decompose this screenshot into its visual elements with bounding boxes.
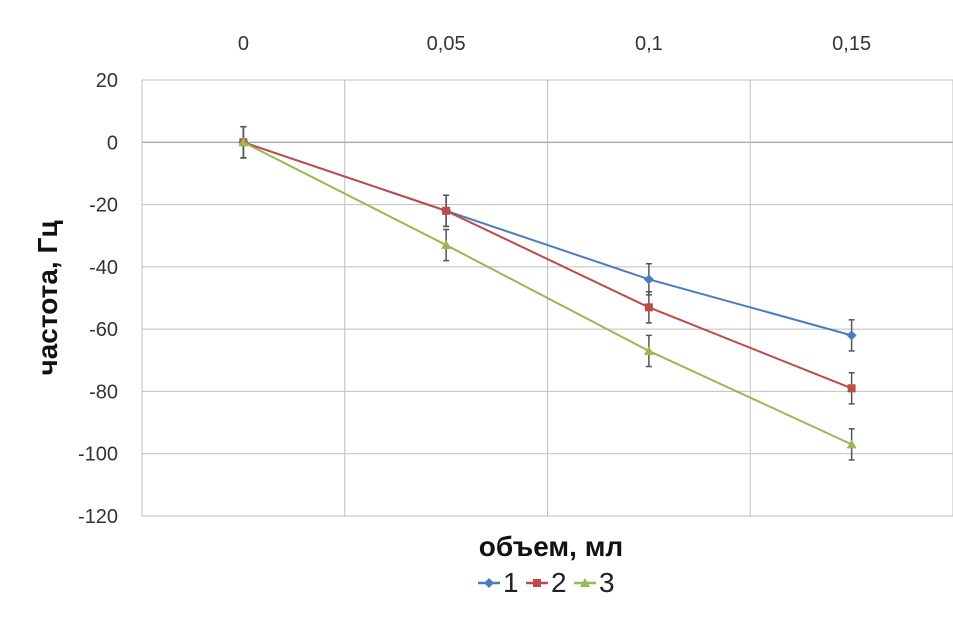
x-axis-ticks: 0 0,05 0,1 0,15 — [238, 33, 871, 55]
x-tick-label: 0 — [238, 33, 249, 55]
data-point — [580, 578, 590, 587]
x-tick-label: 0,1 — [635, 33, 663, 55]
y-axis-title: частота, Гц — [32, 220, 63, 375]
grid — [141, 79, 953, 517]
y-tick-label: 20 — [96, 70, 118, 92]
y-axis-ticks: 20 0 -20 -40 -60 -80 -100 -120 — [78, 70, 118, 528]
data-point — [644, 303, 653, 312]
legend-item-1: 1 — [478, 567, 519, 598]
data-point — [643, 274, 654, 285]
legend-label: 1 — [503, 567, 519, 598]
y-tick-label: -60 — [89, 319, 118, 341]
series-layer — [238, 125, 857, 461]
data-point — [442, 206, 451, 215]
y-tick-label: -120 — [78, 506, 118, 528]
y-tick-label: -40 — [89, 257, 118, 279]
data-point — [846, 439, 857, 449]
data-point — [847, 384, 856, 393]
legend-label: 2 — [551, 567, 567, 598]
data-point — [441, 240, 452, 250]
legend-label: 3 — [599, 567, 615, 598]
x-tick-label: 0,15 — [832, 33, 871, 55]
y-tick-label: -20 — [89, 195, 118, 217]
series-line — [242, 141, 853, 446]
data-point — [533, 579, 541, 587]
data-point — [846, 330, 857, 341]
series-3 — [238, 125, 857, 461]
legend-item-2: 2 — [526, 567, 567, 598]
x-axis-title: объем, мл — [479, 531, 623, 562]
series-line — [243, 141, 852, 390]
legend: 1 2 3 — [478, 567, 615, 598]
y-tick-label: -100 — [78, 444, 118, 466]
y-tick-label: -80 — [89, 381, 118, 403]
data-point — [484, 578, 494, 588]
data-point — [238, 137, 249, 147]
data-point — [643, 345, 654, 355]
x-tick-label: 0,05 — [427, 33, 466, 55]
legend-item-3: 3 — [574, 567, 615, 598]
y-tick-label: 0 — [107, 132, 118, 154]
